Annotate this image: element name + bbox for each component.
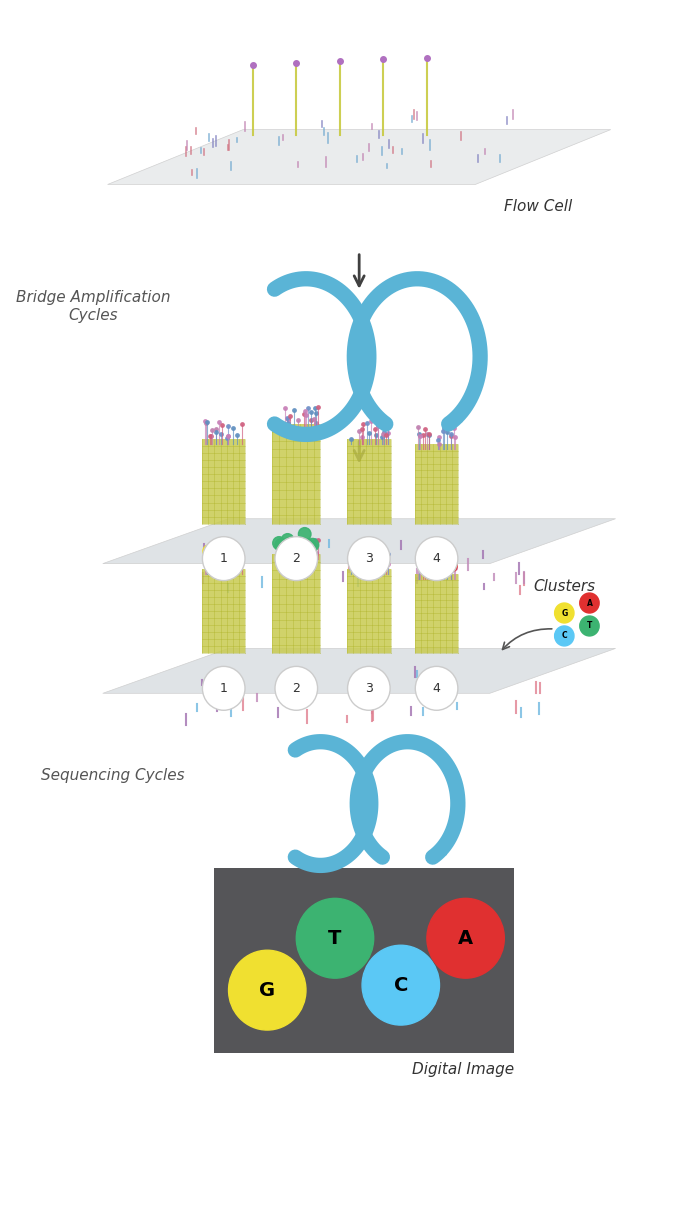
Text: 3: 3 — [365, 682, 372, 695]
Text: 3: 3 — [365, 552, 372, 565]
Circle shape — [226, 549, 239, 562]
Text: C: C — [562, 631, 567, 640]
Circle shape — [415, 537, 458, 581]
Text: Flow Cell: Flow Cell — [504, 200, 573, 215]
Text: 1: 1 — [220, 552, 228, 565]
Circle shape — [361, 548, 373, 560]
Circle shape — [360, 557, 372, 569]
Circle shape — [296, 899, 374, 978]
Circle shape — [275, 538, 287, 552]
Text: Clusters: Clusters — [533, 579, 596, 593]
Circle shape — [421, 558, 433, 571]
Circle shape — [228, 950, 306, 1030]
Bar — [202, 439, 245, 524]
Circle shape — [554, 626, 574, 646]
Circle shape — [217, 547, 230, 560]
Text: 2: 2 — [292, 682, 300, 695]
Text: G: G — [561, 608, 567, 618]
Bar — [272, 424, 320, 524]
Text: Sequencing Cycles: Sequencing Cycles — [41, 769, 185, 783]
Text: G: G — [259, 981, 275, 999]
Circle shape — [347, 537, 390, 581]
Circle shape — [362, 945, 439, 1025]
Polygon shape — [107, 130, 610, 184]
Circle shape — [275, 667, 318, 710]
Circle shape — [427, 899, 504, 978]
Circle shape — [208, 542, 220, 555]
Bar — [347, 439, 391, 524]
Text: Bridge Amplification
Cycles: Bridge Amplification Cycles — [16, 291, 170, 322]
Bar — [272, 554, 320, 653]
Circle shape — [369, 550, 381, 563]
Text: 1: 1 — [220, 682, 228, 695]
Text: A: A — [587, 598, 592, 608]
Polygon shape — [103, 649, 616, 694]
Circle shape — [283, 538, 295, 550]
Circle shape — [208, 542, 220, 554]
Polygon shape — [103, 519, 616, 564]
Circle shape — [355, 555, 368, 568]
Circle shape — [347, 667, 390, 710]
Circle shape — [202, 667, 245, 710]
Circle shape — [580, 593, 599, 613]
Text: Digital Image: Digital Image — [412, 1063, 514, 1078]
Circle shape — [580, 615, 599, 636]
Text: T: T — [329, 929, 341, 948]
Circle shape — [272, 537, 285, 549]
Circle shape — [210, 554, 223, 568]
Bar — [347, 569, 391, 653]
Circle shape — [359, 557, 372, 569]
Circle shape — [298, 527, 311, 541]
Circle shape — [203, 544, 216, 558]
Circle shape — [437, 550, 450, 564]
Circle shape — [375, 548, 388, 560]
Bar — [214, 868, 514, 1052]
Circle shape — [445, 559, 457, 573]
Circle shape — [554, 603, 574, 623]
Circle shape — [306, 538, 318, 552]
Circle shape — [364, 552, 377, 564]
Circle shape — [435, 558, 448, 571]
Text: 2: 2 — [292, 552, 300, 565]
Text: T: T — [587, 622, 592, 630]
Circle shape — [441, 563, 453, 575]
Text: A: A — [458, 929, 473, 948]
Circle shape — [216, 555, 228, 569]
Circle shape — [429, 558, 441, 570]
Circle shape — [281, 533, 294, 547]
Text: 4: 4 — [433, 682, 441, 695]
Bar — [415, 574, 458, 653]
Circle shape — [202, 537, 245, 581]
Text: C: C — [393, 976, 408, 994]
Circle shape — [275, 537, 318, 581]
Text: 4: 4 — [433, 552, 441, 565]
Circle shape — [441, 562, 454, 574]
Circle shape — [415, 667, 458, 710]
Bar — [415, 444, 458, 524]
Bar — [202, 569, 245, 653]
Circle shape — [304, 539, 316, 553]
